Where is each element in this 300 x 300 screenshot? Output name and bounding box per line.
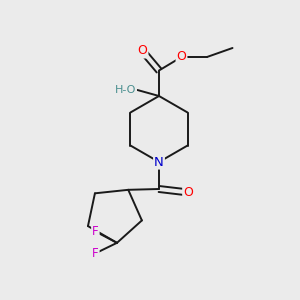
Text: O: O	[138, 44, 147, 58]
Text: O: O	[177, 50, 186, 64]
Text: F: F	[92, 225, 99, 238]
Text: H-O: H-O	[115, 85, 136, 95]
Text: O: O	[183, 185, 193, 199]
Text: N: N	[154, 155, 164, 169]
Text: F: F	[92, 247, 99, 260]
